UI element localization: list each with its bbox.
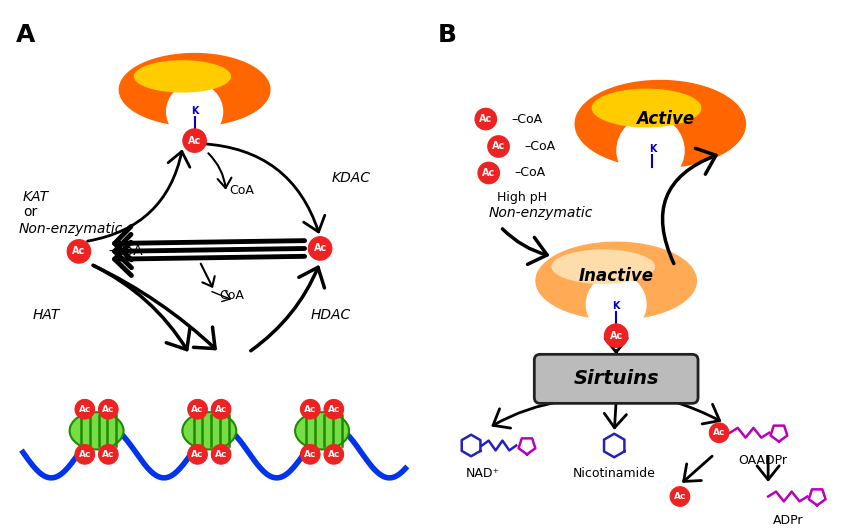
Polygon shape [575, 80, 746, 168]
Text: –CoA: –CoA [512, 112, 542, 126]
Text: Non-enzymatic: Non-enzymatic [18, 222, 122, 236]
Text: HAT: HAT [33, 308, 60, 322]
Text: Ac: Ac [102, 450, 115, 459]
Circle shape [604, 324, 628, 348]
Text: Ac: Ac [327, 450, 340, 459]
Text: K: K [613, 301, 620, 311]
Text: Ac: Ac [304, 450, 316, 459]
Circle shape [617, 117, 684, 184]
Circle shape [212, 400, 231, 419]
Text: K: K [191, 106, 198, 116]
Polygon shape [133, 60, 231, 93]
Text: CoA: CoA [229, 184, 254, 197]
Ellipse shape [295, 412, 349, 449]
Text: Ac: Ac [78, 405, 91, 414]
Text: NAD⁺: NAD⁺ [466, 467, 500, 480]
Text: CoA: CoA [219, 289, 244, 302]
Text: Ac: Ac [215, 450, 227, 459]
Text: Ac: Ac [609, 331, 623, 341]
Circle shape [99, 400, 118, 419]
Text: Ac: Ac [314, 243, 326, 253]
Text: A: A [16, 23, 36, 47]
Text: Ac: Ac [78, 450, 91, 459]
Ellipse shape [183, 412, 236, 449]
Ellipse shape [70, 412, 123, 449]
Text: or: or [23, 205, 37, 219]
Polygon shape [592, 89, 701, 128]
Text: Ac: Ac [304, 405, 316, 414]
Circle shape [475, 108, 496, 130]
Circle shape [167, 84, 223, 139]
Circle shape [301, 445, 320, 464]
Circle shape [75, 445, 94, 464]
Text: Nicotinamide: Nicotinamide [573, 467, 655, 480]
Circle shape [488, 136, 509, 157]
Text: Ac: Ac [713, 428, 725, 437]
Circle shape [709, 423, 729, 443]
Text: Ac: Ac [215, 405, 227, 414]
Circle shape [188, 445, 207, 464]
Text: Ac: Ac [188, 136, 201, 146]
Text: Inactive: Inactive [579, 267, 654, 285]
Text: Ac: Ac [327, 405, 340, 414]
Text: K: K [649, 144, 656, 154]
Text: Ac: Ac [492, 142, 505, 152]
Circle shape [478, 162, 500, 184]
Text: OAADPr: OAADPr [739, 454, 788, 467]
Text: –CoA: –CoA [108, 244, 143, 259]
Circle shape [99, 445, 118, 464]
Polygon shape [536, 242, 697, 320]
Text: Ac: Ac [72, 246, 86, 257]
Text: Active: Active [636, 110, 694, 128]
Text: –CoA: –CoA [514, 166, 546, 180]
Text: HDAC: HDAC [310, 308, 350, 322]
Text: Non-enzymatic: Non-enzymatic [489, 206, 593, 220]
Polygon shape [552, 250, 655, 284]
Text: Ac: Ac [102, 405, 115, 414]
Circle shape [309, 237, 332, 260]
Circle shape [301, 400, 320, 419]
Text: Ac: Ac [479, 114, 492, 124]
Polygon shape [119, 53, 270, 126]
Circle shape [586, 275, 646, 334]
Circle shape [67, 240, 91, 263]
Text: Ac: Ac [191, 405, 204, 414]
Text: B: B [438, 23, 456, 47]
FancyBboxPatch shape [535, 355, 698, 403]
Circle shape [212, 445, 231, 464]
Text: Sirtuins: Sirtuins [574, 369, 659, 388]
Text: ADPr: ADPr [773, 514, 803, 527]
Circle shape [324, 445, 343, 464]
Text: Ac: Ac [674, 492, 686, 501]
Circle shape [670, 487, 689, 506]
Text: KDAC: KDAC [332, 171, 371, 185]
Circle shape [183, 129, 207, 152]
Text: Ac: Ac [191, 450, 204, 459]
Text: High pH: High pH [496, 191, 547, 204]
Circle shape [75, 400, 94, 419]
Text: KAT: KAT [23, 190, 49, 205]
Circle shape [188, 400, 207, 419]
Circle shape [324, 400, 343, 419]
Text: Ac: Ac [482, 168, 496, 178]
Text: –CoA: –CoA [524, 140, 555, 153]
